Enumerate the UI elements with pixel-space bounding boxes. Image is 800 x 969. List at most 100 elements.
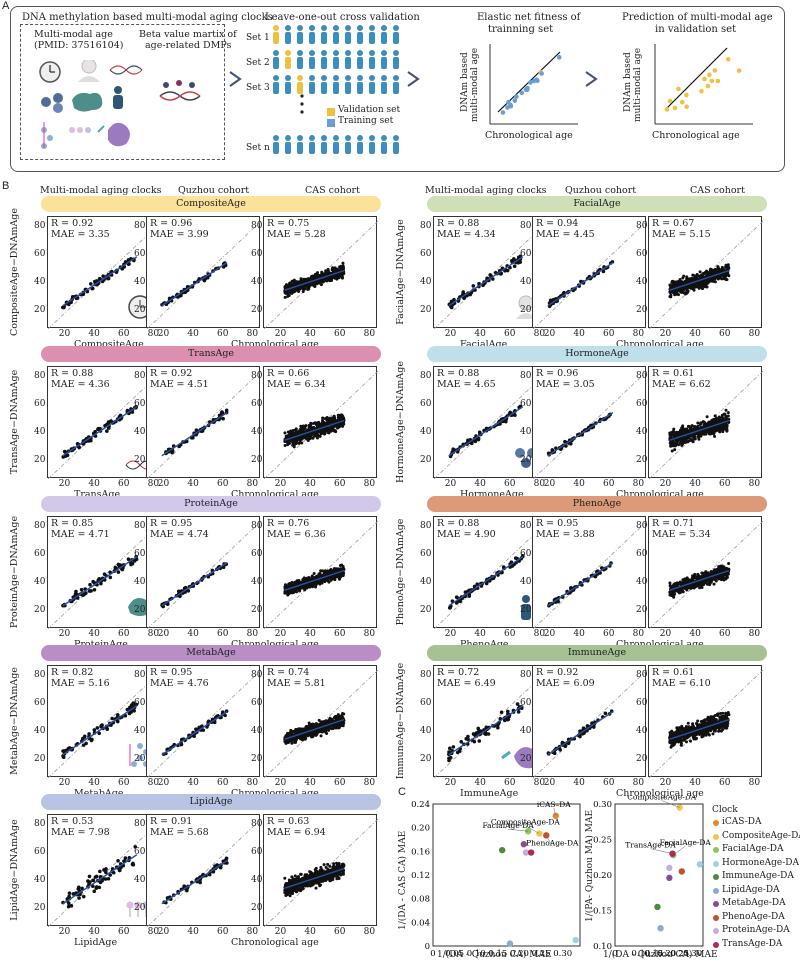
data-point	[295, 286, 299, 290]
arrow-1-icon	[229, 71, 242, 87]
stats-PhenoAge-1: R = 0.95 MAE = 3.88	[536, 518, 595, 540]
identity-line	[48, 669, 162, 778]
data-point	[683, 427, 687, 431]
xlabel-chronological: Chronological age	[231, 788, 319, 799]
y-tick: 60	[420, 399, 432, 410]
data-point	[92, 587, 97, 592]
scatter-PhenoAge-0	[433, 516, 548, 629]
data-point	[334, 726, 338, 730]
scatter-HormoneAge-1	[532, 366, 647, 479]
data-point	[707, 278, 711, 282]
data-point	[668, 583, 672, 587]
col-header-left-2: Quzhou cohort	[178, 185, 250, 196]
r-value: R = 0.88	[437, 218, 480, 229]
xlabel-ProteinAge: ProteinAge	[74, 639, 128, 650]
data-point	[123, 713, 128, 718]
r-value: R = 0.95	[536, 518, 579, 529]
data-point	[223, 713, 227, 718]
regression-line	[161, 262, 228, 307]
data-point	[336, 413, 340, 417]
data-point	[501, 565, 506, 569]
person-icon	[393, 135, 399, 154]
data-point	[704, 283, 708, 287]
person-icon	[297, 75, 303, 94]
stats-CompositeAge-0: R = 0.92 MAE = 3.35	[51, 218, 110, 240]
y-tick: 40	[34, 277, 46, 288]
person-icon	[285, 75, 291, 94]
data-point	[548, 298, 553, 303]
data-point	[713, 414, 717, 418]
data-point	[295, 728, 299, 732]
data-point	[705, 271, 709, 275]
stats-FacialAge-1: R = 0.94 MAE = 4.45	[536, 218, 595, 240]
y-tick: 20	[34, 305, 46, 316]
data-point	[669, 284, 673, 288]
data-point	[676, 293, 680, 297]
mae-value: MAE = 4.71	[51, 529, 110, 540]
data-point	[106, 426, 111, 430]
x-tick: 40	[573, 329, 585, 339]
regression-line	[284, 569, 345, 591]
data-point	[672, 589, 676, 593]
data-point	[448, 605, 453, 610]
data-point	[84, 741, 88, 746]
data-point	[314, 722, 318, 726]
x-tick: 80	[246, 479, 259, 489]
data-point	[709, 423, 713, 427]
data-point	[315, 574, 319, 578]
stats-TransAge-0: R = 0.88 MAE = 4.36	[51, 368, 110, 390]
data-point	[98, 426, 102, 431]
xlabel-chronological: Chronological age	[616, 339, 704, 350]
data-point	[332, 418, 336, 422]
x-tick: 40	[304, 479, 316, 489]
y-tick: 40	[134, 277, 146, 288]
data-point	[304, 736, 308, 740]
clock-icon	[128, 295, 152, 319]
data-point	[671, 429, 675, 433]
data-point	[86, 439, 91, 443]
training-point	[505, 105, 510, 110]
data-point	[678, 289, 682, 293]
data-point	[95, 726, 100, 730]
training-point	[506, 99, 511, 105]
identity-line	[434, 669, 548, 778]
legend-training-label: Training set	[338, 116, 394, 126]
training-point	[531, 78, 537, 84]
data-point	[709, 571, 713, 575]
data-point	[333, 269, 337, 273]
y-tick: 80	[251, 521, 263, 532]
data-point	[669, 440, 673, 444]
data-point	[115, 713, 120, 717]
data-point	[294, 582, 298, 586]
data-point	[601, 269, 606, 274]
data-point	[716, 567, 720, 571]
ellipsis-dot	[300, 110, 304, 114]
data-point	[319, 283, 323, 287]
data-point	[312, 421, 316, 425]
x-tick: 40	[88, 629, 100, 639]
x-tick: 60	[602, 629, 615, 639]
data-point	[341, 712, 345, 716]
y-tick: 20	[420, 605, 432, 616]
stats-HormoneAge-2: R = 0.61 MAE = 6.62	[652, 368, 711, 390]
regression-line	[669, 569, 730, 591]
y-tick: 60	[34, 399, 46, 410]
y-tick: 20	[520, 455, 532, 466]
mae-value: MAE = 5.28	[267, 229, 326, 240]
stats-PhenoAge-0: R = 0.88 MAE = 4.90	[437, 518, 496, 540]
data-point	[722, 418, 726, 422]
scatter-TransAge-0	[47, 366, 162, 479]
data-point	[108, 575, 113, 580]
pred-xaxis: Chronological age	[652, 130, 740, 141]
person-icon	[381, 50, 387, 69]
data-point	[682, 437, 686, 441]
data-point	[320, 730, 324, 734]
data-point	[321, 431, 325, 435]
pred-line1: Prediction of multi-modal age	[622, 12, 773, 23]
x-tick: 40	[88, 778, 100, 788]
x-tick: 40	[474, 329, 486, 339]
y-tick: 80	[34, 221, 46, 232]
stats-HormoneAge-1: R = 0.96 MAE = 3.05	[536, 368, 595, 390]
y-tick: 20	[420, 305, 432, 316]
col-header-right-2: Quzhou cohort	[565, 185, 637, 196]
